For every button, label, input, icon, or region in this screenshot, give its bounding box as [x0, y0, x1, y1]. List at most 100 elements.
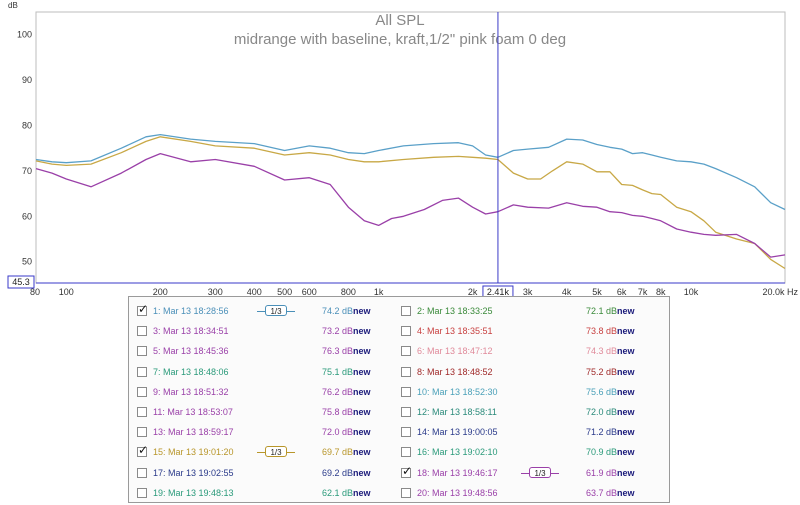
measurement-checkbox[interactable] — [137, 386, 147, 397]
measurement-name[interactable]: 3: Mar 13 18:34:51 — [153, 326, 229, 337]
measurement-level: 74.3 dB — [585, 346, 617, 357]
smoothing-label: 1/3 — [265, 305, 287, 316]
measurement-name[interactable]: 10: Mar 13 18:52:30 — [417, 386, 498, 397]
measurement-name[interactable]: 14: Mar 13 19:00:05 — [417, 427, 498, 438]
measurement-level: 72.0 dB — [321, 427, 353, 438]
measurement-checkbox[interactable] — [401, 427, 411, 438]
measurement-checkbox[interactable] — [137, 427, 147, 438]
measurement-checkbox[interactable] — [137, 366, 147, 377]
legend-row: 13: Mar 13 18:59:17 72.0 dB new 14: Mar 13 … — [129, 422, 669, 443]
measurement-name[interactable]: 8: Mar 13 18:48:52 — [417, 366, 493, 377]
x-tick-label: 300 — [208, 287, 223, 296]
chart-axes — [35, 11, 786, 284]
measurement-checkbox[interactable]: ✓ — [137, 302, 148, 316]
chart-subtitle: midrange with baseline, kraft,1/2" pink … — [234, 31, 566, 48]
new-tag: new — [353, 366, 371, 377]
measurement-checkbox[interactable] — [137, 346, 147, 357]
measurement-name[interactable]: 15: Mar 13 19:01:20 — [153, 447, 234, 458]
y-tick-label: 60 — [22, 211, 32, 221]
measurement-level: 73.2 dB — [321, 326, 353, 337]
x-tick-label: 600 — [302, 287, 317, 296]
x-tick-label: 3k — [523, 287, 533, 296]
cursor-x-readout: 2.41k — [487, 287, 510, 296]
measurement-level: 71.2 dB — [585, 427, 617, 438]
measurement-checkbox[interactable] — [401, 346, 411, 357]
x-tick-label: 500 — [277, 287, 292, 296]
measurement-checkbox[interactable] — [401, 407, 411, 417]
measurement-name[interactable]: 2: Mar 13 18:33:25 — [417, 306, 493, 316]
measurement-checkbox[interactable] — [137, 407, 147, 417]
measurement-level: 72.0 dB — [585, 407, 617, 417]
smoothing-label: 1/3 — [265, 446, 287, 458]
measurement-name[interactable]: 4: Mar 13 18:35:51 — [417, 326, 493, 337]
measurement-name[interactable]: 5: Mar 13 18:45:36 — [153, 346, 229, 357]
chart-title: All SPL — [375, 12, 424, 29]
measurement-level: 69.7 dB — [321, 447, 353, 458]
x-tick-label: 20.0k Hz — [762, 287, 798, 296]
measurement-name[interactable]: 11: Mar 13 18:53:07 — [153, 407, 233, 417]
measurement-name[interactable]: 18: Mar 13 19:46:17 — [417, 467, 498, 478]
measurement-checkbox[interactable] — [401, 386, 411, 397]
x-tick-label: 10k — [684, 287, 699, 296]
measurement-checkbox[interactable] — [401, 306, 411, 316]
smoothing-badge[interactable]: 1/3 — [257, 305, 295, 317]
measurement-name[interactable]: 17: Mar 13 19:02:55 — [153, 467, 234, 478]
measurement-level: 73.8 dB — [585, 326, 617, 337]
measurement-legend-panel: ✓ 1: Mar 13 18:28:56 1/3 74.2 dB new 2: Mar 1… — [128, 296, 670, 503]
cursor-y-readout-box — [7, 275, 35, 289]
measurement-checkbox[interactable] — [137, 467, 147, 478]
measurement-checkbox[interactable]: ✓ — [137, 443, 148, 458]
new-tag: new — [617, 386, 635, 397]
smoothing-badge[interactable]: 1/3 — [521, 466, 559, 479]
measurement-checkbox[interactable] — [137, 326, 147, 337]
legend-row: 7: Mar 13 18:48:06 75.1 dB new 8: Mar 13 18… — [129, 362, 669, 383]
smoothing-badge[interactable]: 1/3 — [257, 446, 295, 458]
measurement-name[interactable]: 6: Mar 13 18:47:12 — [417, 346, 493, 357]
new-tag: new — [353, 467, 371, 478]
legend-row: 9: Mar 13 18:51:32 76.2 dB new 10: Mar 13 1… — [129, 382, 669, 403]
measurement-checkbox[interactable] — [401, 447, 411, 458]
measurement-level: 63.7 dB — [585, 487, 617, 498]
x-tick-label: 80 — [30, 287, 40, 296]
measurement-checkbox[interactable]: ✓ — [401, 464, 412, 478]
x-tick-label: 4k — [562, 287, 572, 296]
measurement-name[interactable]: 9: Mar 13 18:51:32 — [153, 386, 229, 397]
new-tag: new — [353, 427, 371, 438]
legend-row: ✓ 15: Mar 13 19:01:20 1/3 69.7 dB new 16: Mar… — [129, 442, 669, 463]
measurement-checkbox[interactable] — [401, 326, 411, 337]
measurement-level: 74.2 dB — [321, 306, 353, 316]
new-tag: new — [617, 487, 635, 498]
measurement-level: 75.1 dB — [321, 366, 353, 377]
legend-row: 3: Mar 13 18:34:51 73.2 dB new 4: Mar 13 18… — [129, 321, 669, 342]
x-tick-label: 8k — [656, 287, 666, 296]
new-tag: new — [617, 407, 635, 417]
y-tick-label: 100 — [17, 30, 32, 40]
measurement-name[interactable]: 12: Mar 13 18:58:11 — [417, 407, 497, 417]
new-tag: new — [353, 407, 371, 417]
y-tick-label: 50 — [22, 257, 32, 267]
x-tick-label: 800 — [341, 287, 356, 296]
legend-row: 5: Mar 13 18:45:36 76.3 dB new 6: Mar 13 18… — [129, 341, 669, 362]
spl-chart: 50 60 70 80 90 100 80 100 200 300 400 500 600 800 1k 2k… — [7, 1, 799, 296]
measurement-name[interactable]: 16: Mar 13 19:02:10 — [417, 447, 498, 458]
new-tag: new — [617, 346, 635, 357]
y-tick-label: 90 — [22, 75, 32, 85]
legend-row: 17: Mar 13 19:02:55 69.2 dB new ✓ 18: Mar 13… — [129, 463, 669, 484]
measurement-name[interactable]: 13: Mar 13 18:59:17 — [153, 427, 234, 438]
series-line-1 — [35, 133, 786, 211]
x-tick-label: 7k — [638, 287, 648, 296]
measurement-name[interactable]: 1: Mar 13 18:28:56 — [153, 306, 229, 316]
measurement-name[interactable]: 7: Mar 13 18:48:06 — [153, 366, 229, 377]
new-tag: new — [617, 306, 635, 316]
measurement-name[interactable]: 19: Mar 13 19:48:13 — [153, 487, 234, 498]
measurement-checkbox[interactable] — [137, 487, 147, 498]
new-tag: new — [617, 326, 635, 337]
measurement-checkbox[interactable] — [401, 487, 411, 498]
cursor-x-readout-box — [482, 285, 514, 296]
chart-ticks: 50 60 70 80 90 100 80 100 200 300 400 500 600 800 1k 2k… — [17, 30, 799, 296]
measurement-level: 75.8 dB — [321, 407, 353, 417]
y-axis-label: dB — [8, 1, 18, 10]
measurement-name[interactable]: 20: Mar 13 19:48:56 — [417, 487, 498, 498]
new-tag: new — [353, 487, 371, 498]
measurement-checkbox[interactable] — [401, 366, 411, 377]
